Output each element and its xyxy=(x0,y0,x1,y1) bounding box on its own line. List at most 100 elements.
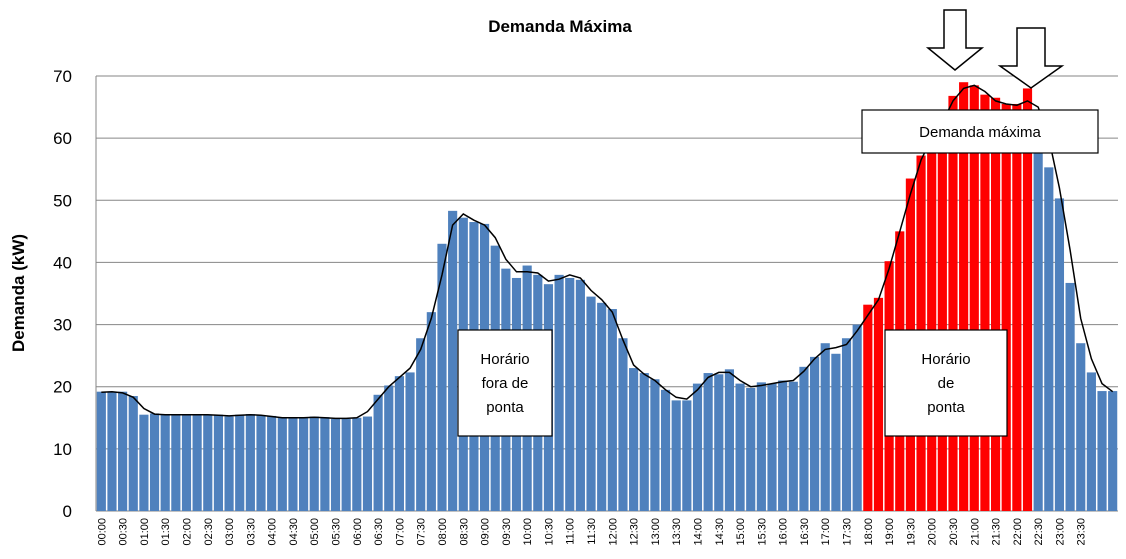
bar xyxy=(192,414,202,511)
bar xyxy=(714,374,724,511)
bar xyxy=(937,119,947,511)
bar xyxy=(959,82,969,511)
x-tick-label: 09:00 xyxy=(480,518,492,546)
annotation-box xyxy=(884,329,1008,437)
x-tick-label: 07:30 xyxy=(416,518,428,546)
bar xyxy=(1001,103,1011,511)
bar xyxy=(948,95,958,511)
bar xyxy=(778,380,788,511)
x-tick-label: 09:30 xyxy=(501,518,513,546)
bar xyxy=(990,97,1001,511)
bar xyxy=(1022,88,1033,511)
y-tick-label: 20 xyxy=(53,378,72,397)
bar xyxy=(1086,372,1096,511)
bar xyxy=(320,417,330,511)
bar xyxy=(767,383,777,511)
x-tick-label: 08:00 xyxy=(437,518,449,546)
bar xyxy=(746,387,756,511)
bar xyxy=(1076,343,1086,511)
bar xyxy=(969,85,979,512)
x-tick-label: 10:30 xyxy=(543,518,555,546)
y-tick-label: 30 xyxy=(53,316,72,335)
bar xyxy=(1097,391,1107,511)
bar xyxy=(1033,138,1043,511)
x-tick-label: 17:30 xyxy=(842,518,854,546)
x-tick-label: 08:30 xyxy=(458,518,470,546)
bar xyxy=(171,414,181,511)
x-tick-label: 15:30 xyxy=(756,518,768,546)
x-tick-label: 11:00 xyxy=(565,518,577,545)
bar xyxy=(820,343,830,511)
bar xyxy=(149,413,160,511)
x-tick-label: 20:30 xyxy=(948,518,960,546)
bar xyxy=(639,373,649,511)
bar xyxy=(341,419,351,511)
bar xyxy=(299,417,309,511)
grid: 0 10 20 30 40 50 60 70 xyxy=(53,67,1118,521)
bar xyxy=(256,415,266,511)
bar xyxy=(799,366,809,511)
x-tick-label: 11:30 xyxy=(586,518,598,545)
bar xyxy=(288,418,298,511)
bar xyxy=(309,416,319,511)
bar xyxy=(841,338,852,511)
x-tick-label: 21:30 xyxy=(991,518,1003,546)
bar xyxy=(831,353,841,511)
bar xyxy=(735,383,745,511)
bar xyxy=(863,304,873,511)
x-tick-label: 12:00 xyxy=(607,518,619,546)
bar xyxy=(267,415,277,511)
bar xyxy=(1054,198,1065,511)
y-tick-label: 40 xyxy=(53,253,72,272)
x-tick-label: 01:00 xyxy=(139,518,151,546)
bar xyxy=(575,279,585,511)
x-tick-label: 20:00 xyxy=(927,518,939,546)
bar xyxy=(235,414,245,511)
x-tick-label: 06:00 xyxy=(352,518,364,546)
bar xyxy=(1065,282,1075,511)
bar xyxy=(682,400,692,511)
bar xyxy=(384,385,394,511)
bar xyxy=(416,338,426,511)
annotation-line: Horário xyxy=(480,351,529,368)
x-tick-label: 02:00 xyxy=(181,518,193,546)
x-tick-label: 04:30 xyxy=(288,518,300,546)
annotation-peak: Horário de ponta xyxy=(884,329,1008,437)
bar xyxy=(405,372,415,511)
bar xyxy=(554,274,564,511)
annotation-box xyxy=(861,109,1099,154)
x-tick-label: 03:00 xyxy=(224,518,236,546)
bar xyxy=(852,324,862,511)
x-tick-label: 05:30 xyxy=(331,518,343,546)
y-tick-label: 10 xyxy=(53,440,72,459)
x-tick-label: 05:00 xyxy=(309,518,321,546)
bar xyxy=(629,368,639,511)
x-tick-label: 18:00 xyxy=(863,518,875,546)
annotation-line: Horário xyxy=(921,351,970,368)
bar xyxy=(1044,167,1054,511)
x-tick-label: 03:30 xyxy=(245,518,257,546)
bar xyxy=(394,376,404,511)
x-tick-label: 14:30 xyxy=(714,518,726,546)
x-tick-label: 16:30 xyxy=(799,518,811,546)
bar xyxy=(703,373,713,511)
bar xyxy=(1108,391,1118,511)
chart-title: Demanda Máxima xyxy=(488,17,632,36)
x-tick-label: 04:00 xyxy=(267,518,279,546)
bar xyxy=(203,414,213,511)
x-tick-label: 10:00 xyxy=(522,518,534,546)
annotation-line: Demanda máxima xyxy=(919,124,1041,141)
x-tick-label: 16:00 xyxy=(778,518,790,546)
bar xyxy=(607,309,617,511)
x-tick-label: 14:00 xyxy=(692,518,704,546)
x-tick-label: 22:30 xyxy=(1033,518,1045,546)
x-tick-label: 15:00 xyxy=(735,518,747,546)
bar xyxy=(660,389,671,511)
x-tick-label: 06:30 xyxy=(373,518,385,546)
bar xyxy=(373,394,383,511)
bar xyxy=(118,391,128,511)
bar xyxy=(565,277,575,511)
bar xyxy=(927,138,937,511)
bar xyxy=(1012,103,1022,511)
